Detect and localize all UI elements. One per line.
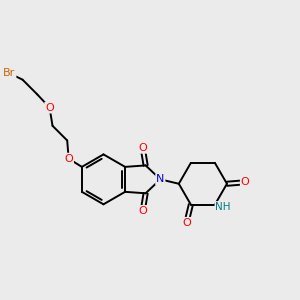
Text: O: O [241,177,250,187]
Text: O: O [138,143,147,153]
Text: O: O [138,206,147,216]
Text: O: O [64,154,73,164]
Text: N: N [156,174,164,184]
Text: Br: Br [3,68,16,78]
Text: O: O [182,218,191,228]
Text: NH: NH [215,202,231,212]
Text: O: O [45,103,54,112]
